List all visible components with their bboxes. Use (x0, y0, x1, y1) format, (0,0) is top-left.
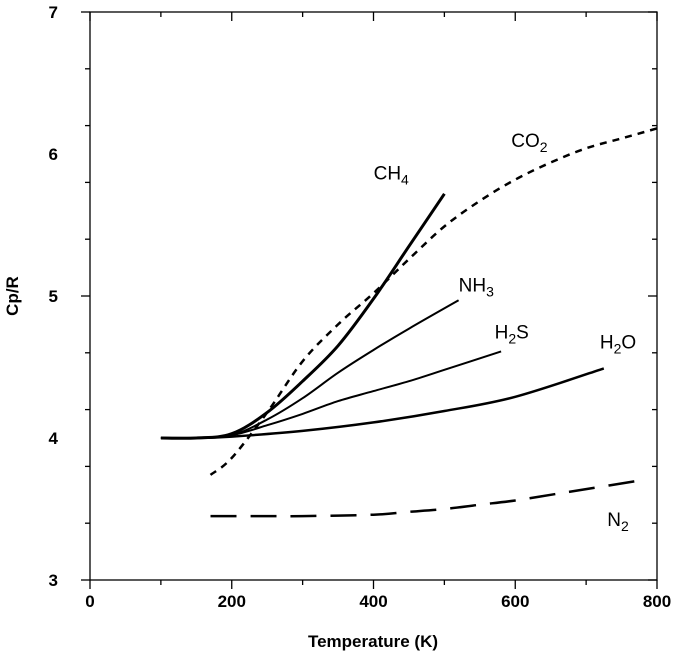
series-label-co2: CO2 (511, 131, 548, 155)
x-tick-label: 0 (85, 592, 94, 611)
series-lines (160, 127, 658, 518)
series-line-h2s (160, 350, 502, 440)
y-tick-label: 5 (49, 287, 58, 306)
series-line-ch4 (160, 192, 446, 440)
plot-frame (89, 11, 658, 581)
y-tick-label: 4 (49, 429, 59, 448)
series-label-n2: N2 (607, 510, 629, 534)
series-label-h2o: H2O (600, 333, 636, 357)
tick-labels: 0 200 400 600 800 3 4 5 6 7 (49, 3, 672, 611)
series-label-h2s: H2S (495, 323, 529, 347)
y-tick-label: 3 (49, 571, 58, 590)
x-axis-label: Temperature (K) (308, 632, 438, 651)
series-line-n2 (210, 479, 640, 518)
x-tick-label: 400 (359, 592, 387, 611)
y-tick-label: 7 (49, 3, 58, 22)
tick-marks (81, 11, 658, 589)
series-label-ch4: CH4 (374, 164, 409, 188)
series-label-nh3: NH3 (459, 276, 494, 300)
y-axis-label: Cp/R (3, 276, 22, 316)
y-tick-label: 6 (49, 145, 58, 164)
x-tick-label: 800 (643, 592, 671, 611)
series-line-nh3 (160, 299, 460, 440)
x-tick-label: 200 (218, 592, 246, 611)
series-line-h2o (160, 367, 605, 440)
x-tick-label: 600 (501, 592, 529, 611)
